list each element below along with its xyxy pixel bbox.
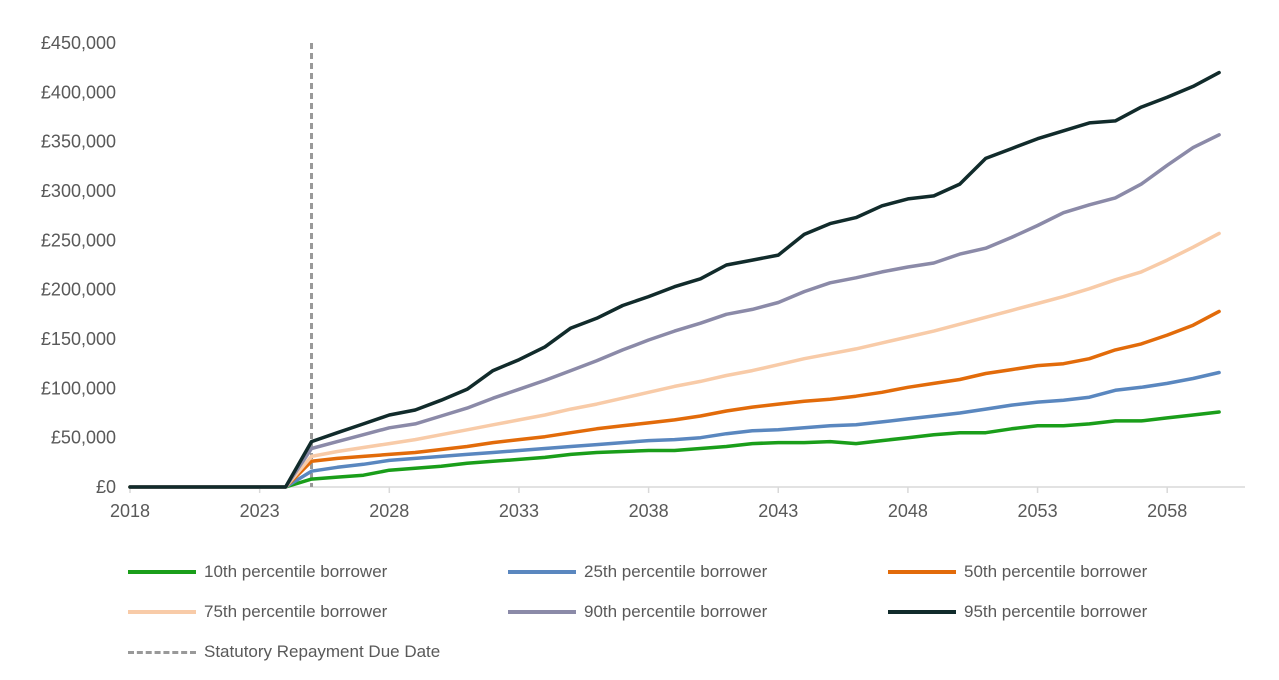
legend-item-50th: 50th percentile borrower [888,562,1243,582]
x-tick-label: 2048 [888,501,928,521]
y-tick-label: £0 [96,477,116,497]
legend-label-75th: 75th percentile borrower [204,602,388,621]
legend-swatch-50th [888,570,956,574]
legend-label-90th: 90th percentile borrower [584,602,768,621]
legend-swatch-repayment-date [128,650,196,654]
x-tick-label: 2023 [240,501,280,521]
legend-item-10th: 10th percentile borrower [128,562,483,582]
legend-label-50th: 50th percentile borrower [964,562,1148,581]
x-tick-label: 2058 [1147,501,1187,521]
legend-label-repayment-date: Statutory Repayment Due Date [204,642,441,661]
line-chart: £0 £50,000 £100,000 £150,000 £200,000 £250,00… [41,33,1245,521]
series-line-5 [128,70,1221,489]
legend-item-75th: 75th percentile borrower [128,602,483,622]
y-tick-label: £200,000 [41,280,116,300]
series-line-2 [128,309,1221,489]
legend-swatch-10th [128,570,196,574]
y-tick-label: £400,000 [41,82,116,102]
x-tick-label: 2038 [629,501,669,521]
legend-swatch-25th [508,570,576,574]
x-tick-label: 2043 [758,501,798,521]
legend-item-90th: 90th percentile borrower [508,602,863,622]
x-tick-label: 2028 [369,501,409,521]
legend-item-95th: 95th percentile borrower [888,602,1243,622]
series-line-0 [128,410,1221,489]
series-line-1 [128,370,1221,489]
legend-item-25th: 25th percentile borrower [508,562,863,582]
legend-row: 75th percentile borrower 90th percentile… [128,592,1248,632]
legend-label-95th: 95th percentile borrower [964,602,1148,621]
legend-row: Statutory Repayment Due Date [128,632,1248,672]
legend-swatch-75th [128,610,196,614]
legend-row: 10th percentile borrower 25th percentile… [128,552,1248,592]
y-tick-label: £300,000 [41,181,116,201]
x-tick-label: 2053 [1018,501,1058,521]
legend-label-25th: 25th percentile borrower [584,562,768,581]
y-tick-label: £150,000 [41,329,116,349]
legend-swatch-95th [888,610,956,614]
legend-label-10th: 10th percentile borrower [204,562,388,581]
x-tick-label: 2018 [110,501,150,521]
y-tick-label: £50,000 [51,428,116,448]
series-line-4 [128,133,1221,489]
x-tick-label: 2033 [499,501,539,521]
legend-item-repayment-date: Statutory Repayment Due Date [128,642,483,662]
y-tick-label: £350,000 [41,132,116,152]
y-tick-label: £100,000 [41,378,116,398]
legend: 10th percentile borrower 25th percentile… [128,552,1248,672]
legend-swatch-90th [508,610,576,614]
y-tick-label: £250,000 [41,230,116,250]
series-line-3 [128,231,1221,489]
y-tick-label: £450,000 [41,33,116,53]
